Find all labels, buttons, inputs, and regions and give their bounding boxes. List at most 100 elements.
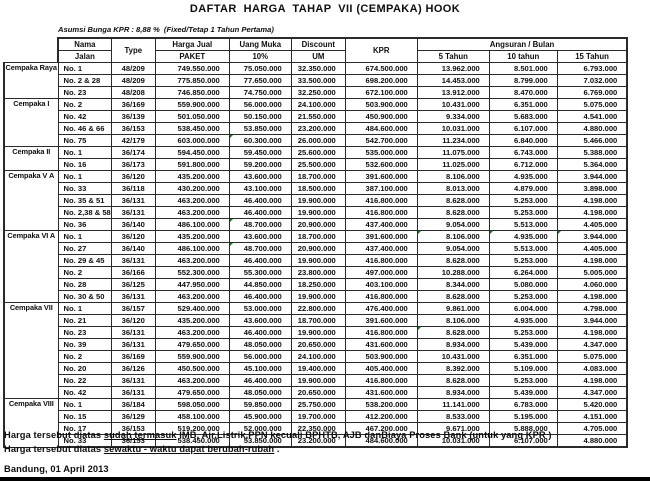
cell-t10: 5.513.000 — [488, 218, 558, 231]
cell-t5: 8.106.000 — [416, 314, 490, 327]
cell-harga: 458.100.000 — [154, 410, 230, 423]
cell-kpr: 416.800.000 — [344, 194, 418, 207]
cell-discount: 20.900.000 — [290, 242, 346, 255]
col-header-10-tahun: 10 tahun — [488, 50, 558, 63]
cell-jalan: No. 1 — [57, 302, 112, 315]
cell-t5: 8.628.000 — [416, 254, 490, 267]
cell-corner-flag-icon — [490, 231, 493, 234]
group-name-cell: Cempaka II — [3, 146, 59, 171]
cell-t5: 8.628.000 — [416, 206, 490, 219]
cell-type: 36/173 — [110, 158, 156, 171]
table-row: Cempaka VIII No. 1 36/184 598.050.000 59.850… — [3, 398, 629, 448]
cell-jalan: No. 39 — [57, 338, 112, 351]
footer-note-change: Harga tersebut diatas sewaktu - waktu da… — [4, 444, 280, 454]
cell-t5: 8.106.000 — [416, 170, 490, 183]
cell-corner-flag-icon — [230, 243, 233, 246]
cell-t15: 4.083.000 — [556, 362, 629, 375]
cell-harga: 463.200.000 — [154, 326, 230, 339]
table-row: Cempaka Raya No. 1 48/209 749.550.000 75.050… — [3, 62, 629, 99]
cell-corner-flag-icon — [418, 327, 421, 330]
cell-harga: 479.650.000 — [154, 338, 230, 351]
cell-kpr: 431.600.000 — [344, 338, 418, 351]
cell-t5: 13.962.000 — [416, 62, 490, 75]
cell-type: 36/131 — [110, 326, 156, 339]
cell-harga: 463.200.000 — [154, 194, 230, 207]
cell-t5: 9.054.000 — [416, 218, 490, 231]
cell-harga: 746.850.000 — [154, 86, 230, 99]
cell-discount: 25.500.000 — [290, 158, 346, 171]
cell-t5: 8.628.000 — [416, 326, 490, 339]
cell-harga: 450.500.000 — [154, 362, 230, 375]
cell-discount: 19.700.000 — [290, 410, 346, 423]
cell-t15: 4.705.000 — [556, 422, 629, 435]
cell-discount: 18.700.000 — [290, 314, 346, 327]
cell-t15: 4.347.000 — [556, 338, 629, 351]
date-line: Bandung, 01 April 2013 — [4, 464, 109, 474]
cell-uang_muka: 45.900.000 — [228, 410, 292, 423]
cell-uang_muka: 56.000.000 — [228, 98, 292, 111]
cell-t15: 4.198.000 — [556, 326, 629, 339]
cell-t10: 6.264.000 — [488, 266, 558, 279]
col-header-discount-um: UM — [290, 50, 346, 63]
cell-type: 36/184 — [110, 398, 156, 411]
cell-discount: 33.500.000 — [290, 74, 346, 87]
cell-jalan: No. 42 — [57, 110, 112, 123]
table-row: No. 42 36/131 479.650.000 48.050.000 20.650.… — [4, 386, 629, 399]
cell-t5: 11.025.000 — [416, 158, 490, 171]
cell-t15: 6.769.000 — [556, 86, 629, 99]
col-header-discount: Discount — [290, 37, 346, 51]
cell-uang_muka: 53.850.000 — [228, 434, 292, 448]
cell-t10: 6.107.000 — [488, 434, 558, 448]
cell-harga: 538.450.000 — [154, 122, 230, 135]
cell-discount: 19.900.000 — [290, 374, 346, 387]
cell-type: 36/125 — [110, 278, 156, 291]
cell-kpr: 437.400.000 — [344, 218, 418, 231]
cell-t10: 5.253.000 — [488, 194, 558, 207]
cell-type: 36/131 — [110, 290, 156, 303]
cell-jalan: No. 16 — [57, 158, 112, 171]
cell-discount: 19.900.000 — [290, 290, 346, 303]
footer-note-included: Harga tersebut diatas sudah termasuk IMB… — [4, 430, 552, 440]
cell-type: 48/209 — [110, 74, 156, 87]
cell-kpr: 387.100.000 — [344, 182, 418, 195]
cell-jalan: No. 2,38 & 58 — [57, 206, 112, 219]
table-row: No. 39 36/131 479.650.000 48.050.000 20.650.… — [4, 338, 629, 351]
cell-t10: 5.439.000 — [488, 386, 558, 399]
cell-kpr: 416.800.000 — [344, 326, 418, 339]
cell-discount: 19.900.000 — [290, 254, 346, 267]
table-row: No. 2 36/169 559.900.000 56.000.000 24.100.0… — [4, 350, 629, 363]
cell-corner-flag-icon — [230, 219, 233, 222]
cell-harga: 552.300.000 — [154, 266, 230, 279]
cell-t15: 4.060.000 — [556, 278, 629, 291]
cell-t10: 6.004.000 — [488, 302, 558, 315]
cell-type: 36/129 — [110, 410, 156, 423]
cell-jalan: No. 17 — [57, 422, 112, 435]
table-row: No. 28 36/125 447.950.000 44.850.000 18.250.… — [4, 278, 629, 291]
cell-kpr: 542.700.000 — [344, 134, 418, 147]
cell-harga: 486.100.000 — [154, 242, 230, 255]
cell-uang_muka: 43.100.000 — [228, 182, 292, 195]
cell-t15: 5.420.000 — [556, 398, 629, 411]
cell-type: 36/153 — [110, 434, 156, 448]
cell-type: 36/166 — [110, 266, 156, 279]
kpr-assumption-note: Asumsi Bunga KPR : 8,88 % (Fixed/Tetap 1… — [58, 25, 274, 34]
cell-harga: 519.200.000 — [154, 422, 230, 435]
cell-discount: 32.350.000 — [290, 62, 346, 75]
table-row: Cempaka V A No. 1 36/120 435.200.000 43.600.… — [3, 170, 629, 231]
cell-jalan: No. 1 — [57, 398, 112, 411]
cell-kpr: 416.800.000 — [344, 254, 418, 267]
cell-jalan: No. 75 — [57, 134, 112, 147]
cell-t5: 8.013.000 — [416, 182, 490, 195]
table-row: Cempaka VI A No. 1 36/120 435.200.000 43.600… — [3, 230, 629, 303]
cell-jalan: No. 2 — [57, 350, 112, 363]
cell-type: 36/131 — [110, 194, 156, 207]
cell-discount: 19.900.000 — [290, 326, 346, 339]
cell-t10: 6.783.000 — [488, 398, 558, 411]
col-header-harga-jual: Harga Jual — [154, 37, 230, 51]
cell-corner-flag-icon — [418, 231, 421, 234]
cell-t10: 5.513.000 — [488, 242, 558, 255]
cell-t10: 5.253.000 — [488, 326, 558, 339]
table-row: No. 21 36/120 435.200.000 43.600.000 18.700.… — [4, 314, 629, 327]
table-row: No. 75 42/179 603.000.000 60.300.000 26.000.… — [4, 134, 629, 147]
cell-uang_muka: 59.200.000 — [228, 158, 292, 171]
